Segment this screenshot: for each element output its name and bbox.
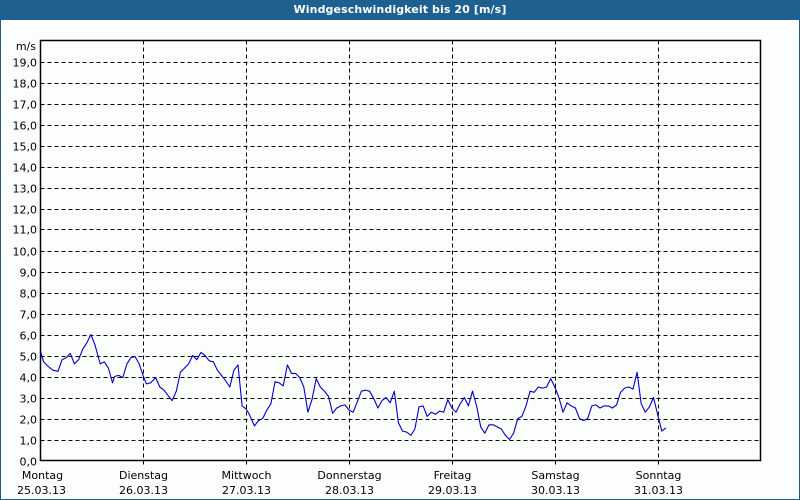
x-tick-date: 31.03.13 <box>634 484 683 497</box>
wind-speed-line <box>39 333 667 441</box>
x-tick-day: Donnerstag <box>317 469 381 482</box>
y-axis-unit: m/s <box>16 40 36 53</box>
y-tick-label: 11,0 <box>13 224 38 237</box>
y-tick-label: 9,0 <box>20 267 38 280</box>
x-tick-date: 28.03.13 <box>325 484 374 497</box>
y-tick-label: 14,0 <box>13 162 38 175</box>
y-tick-label: 12,0 <box>13 204 38 217</box>
y-tick-label: 17,0 <box>13 99 38 112</box>
x-tick-day: Sonntag <box>636 469 682 482</box>
x-axis-labels: Montag 25.03.13 Dienstag 26.03.13 Mittwoch 27… <box>17 469 683 497</box>
y-tick-label: 18,0 <box>13 78 38 91</box>
y-tick-label: 13,0 <box>13 183 38 196</box>
y-tick-label: 19,0 <box>13 57 38 70</box>
x-tick-date: 30.03.13 <box>531 484 580 497</box>
y-axis-labels: 0,0 1,0 2,0 3,0 4,0 5,0 6,0 7,0 8,0 9,0 10,0 11,0 12… <box>13 57 38 469</box>
chart-title: Windgeschwindigkeit bis 20 [m/s] <box>0 0 800 20</box>
x-tick-day: Mittwoch <box>222 469 272 482</box>
y-tick-label: 8,0 <box>20 288 38 301</box>
x-tick-day: Freitag <box>434 469 472 482</box>
x-tick-date: 26.03.13 <box>119 484 168 497</box>
y-tick-label: 0,0 <box>20 456 38 469</box>
y-tick-label: 2,0 <box>20 414 38 427</box>
x-tick-date: 27.03.13 <box>222 484 271 497</box>
y-tick-label: 16,0 <box>13 120 38 133</box>
x-tick-day: Montag <box>22 469 63 482</box>
vertical-gridlines <box>143 40 659 465</box>
y-tick-label: 10,0 <box>13 246 38 259</box>
plot-frame <box>39 39 762 462</box>
x-tick-date: 25.03.13 <box>17 484 66 497</box>
y-tick-label: 4,0 <box>20 372 38 385</box>
y-tick-label: 5,0 <box>20 351 38 364</box>
horizontal-gridlines <box>40 62 761 441</box>
y-tick-label: 15,0 <box>13 141 38 154</box>
y-tick-label: 7,0 <box>20 309 38 322</box>
x-tick-date: 29.03.13 <box>428 484 477 497</box>
y-tick-label: 6,0 <box>20 330 38 343</box>
x-tick-day: Samstag <box>531 469 579 482</box>
y-tick-label: 1,0 <box>20 435 38 448</box>
x-tick-day: Dienstag <box>119 469 168 482</box>
y-tick-label: 3,0 <box>20 393 38 406</box>
